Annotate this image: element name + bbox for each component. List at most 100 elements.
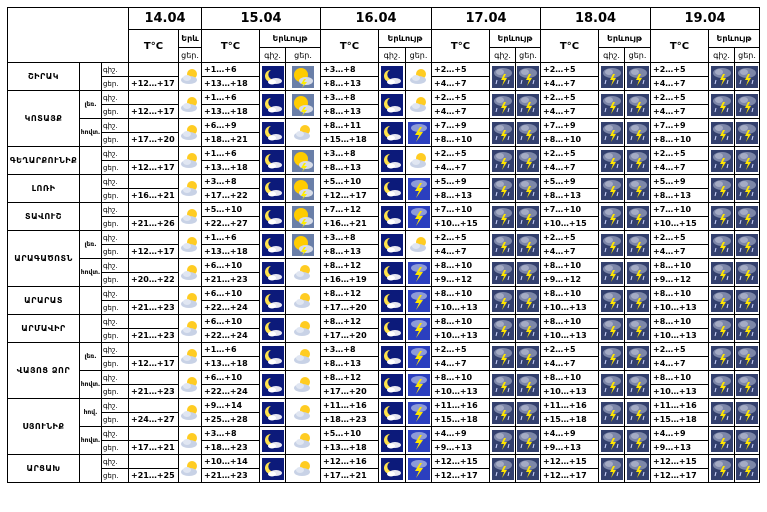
night-label: գիշ. [101, 370, 129, 385]
table-row: ԿՈՏԱՅՔ լեռ. գիշ. +1…+6 +3…+8 +2…+5 [7, 90, 760, 147]
weather-icon [405, 398, 432, 427]
subregion-label: լեռ. [79, 230, 102, 259]
condition-header: Երև [178, 29, 202, 48]
weather-icon [624, 146, 651, 175]
weather-icon [259, 370, 286, 399]
temperature-cell: +17…+21 [128, 440, 179, 455]
weather-icon [178, 90, 202, 119]
temperature-cell: +13…+18 [201, 76, 260, 91]
date-header: 18.04 [540, 7, 651, 30]
day-label: ցեր. [101, 160, 129, 175]
weather-icon [405, 258, 432, 287]
table-row: ցեր. +24…+27 +25…+28 +18…+23 +15…+18 +15…+18 +… [8, 412, 760, 427]
condition-header: Երևույթ [259, 29, 321, 48]
weather-icon [598, 230, 625, 259]
temperature-cell: +8…+10 [540, 370, 599, 385]
temperature-cell: +16…+19 [320, 272, 379, 287]
temperature-cell: +2…+5 [431, 90, 490, 105]
temperature-cell: +2…+5 [650, 146, 709, 161]
temperature-cell: +2…+5 [540, 146, 599, 161]
temperature-cell: +12…+17 [128, 104, 179, 119]
temperature-cell: +21…+26 [128, 216, 179, 231]
weather-icon [405, 146, 432, 175]
weather-icon [178, 398, 202, 427]
weather-icon [489, 202, 516, 231]
weather-icon [708, 286, 735, 315]
forecast-table-wrapper: 14.04 15.04 16.04 17.04 18.04 19.04 T°C Երև T°C Ե… [7, 7, 760, 483]
weather-icon [405, 314, 432, 343]
weather-icon [285, 230, 321, 259]
temperature-cell: +8…+12 [320, 370, 379, 385]
temperature-cell: +17…+20 [128, 132, 179, 147]
weather-icon [708, 146, 735, 175]
temperature-cell: +5…+9 [540, 174, 599, 189]
weather-icon [178, 118, 202, 147]
temperature-cell: +10…+13 [431, 328, 490, 343]
temperature-cell: +4…+7 [650, 104, 709, 119]
table-row: ԱՐՑԱԽ գիշ. +10…+14 +12…+16 +12…+15 [7, 454, 760, 483]
weather-icon [708, 258, 735, 287]
temperature-cell: +4…+7 [540, 244, 599, 259]
temperature-cell: +4…+7 [431, 104, 490, 119]
table-row: ցեր. +16…+21 +17…+22 +12…+17 +8…+13 +8…+13 +8…… [8, 188, 760, 203]
temperature-cell: +18…+23 [201, 440, 260, 455]
weather-icon [515, 90, 541, 119]
temperature-cell [128, 342, 179, 357]
weather-icon [405, 286, 432, 315]
night-label: գիշ. [101, 314, 129, 329]
temperature-cell: +10…+15 [431, 216, 490, 231]
weather-icon [598, 118, 625, 147]
temperature-cell: +3…+8 [320, 146, 379, 161]
weather-icon [285, 314, 321, 343]
weather-icon [259, 454, 286, 483]
temperature-cell: +8…+10 [431, 286, 490, 301]
temperature-cell: +8…+12 [320, 314, 379, 329]
weather-icon [378, 342, 406, 371]
weather-icon [489, 370, 516, 399]
temperature-cell: +9…+13 [540, 440, 599, 455]
weather-icon [285, 258, 321, 287]
temperature-cell: +8…+13 [540, 188, 599, 203]
weather-icon [378, 286, 406, 315]
weather-icon [598, 454, 625, 483]
weather-icon [624, 62, 651, 91]
weather-icon [259, 118, 286, 147]
day-label: ցեր. [101, 468, 129, 483]
weather-icon [598, 398, 625, 427]
temperature-cell: +8…+10 [431, 258, 490, 273]
weather-icon [624, 230, 651, 259]
temperature-cell: +4…+7 [540, 76, 599, 91]
weather-icon [378, 258, 406, 287]
weather-icon [708, 62, 735, 91]
weather-icon [598, 202, 625, 231]
temperature-cell [128, 62, 179, 77]
temperature-cell: +3…+8 [201, 426, 260, 441]
weather-icon [378, 118, 406, 147]
temperature-cell: +17…+20 [320, 328, 379, 343]
temperature-cell: +2…+5 [431, 342, 490, 357]
weather-icon [405, 62, 432, 91]
weather-icon [405, 454, 432, 483]
temperature-cell: +3…+8 [201, 174, 260, 189]
weather-icon [624, 118, 651, 147]
table-row: հովտ. գիշ. +6…+10 +8…+12 +8…+10 [8, 258, 760, 287]
weather-icon [489, 62, 516, 91]
temperature-cell: +8…+10 [540, 286, 599, 301]
temperature-cell [128, 230, 179, 245]
region-name: ՍՅՈՒՆԻՔ [7, 398, 80, 455]
temperature-cell: +8…+13 [320, 244, 379, 259]
temperature-cell: +10…+13 [650, 328, 709, 343]
temperature-cell: +13…+18 [201, 244, 260, 259]
weather-icon [405, 370, 432, 399]
weather-icon [734, 90, 760, 119]
subregion-label: հովտ. [79, 118, 102, 147]
table-row: ցեր. +12…+17 +13…+18 +8…+13 +4…+7 +4…+7 +4…+7 [8, 356, 760, 371]
weather-icon [259, 174, 286, 203]
temperature-cell: +4…+7 [540, 356, 599, 371]
temperature-cell: +11…+16 [431, 398, 490, 413]
weather-icon [734, 426, 760, 455]
subregion-label-empty [79, 286, 102, 315]
temperature-cell: +1…+6 [201, 62, 260, 77]
temperature-cell: +4…+7 [650, 76, 709, 91]
temperature-cell: +22…+24 [201, 300, 260, 315]
